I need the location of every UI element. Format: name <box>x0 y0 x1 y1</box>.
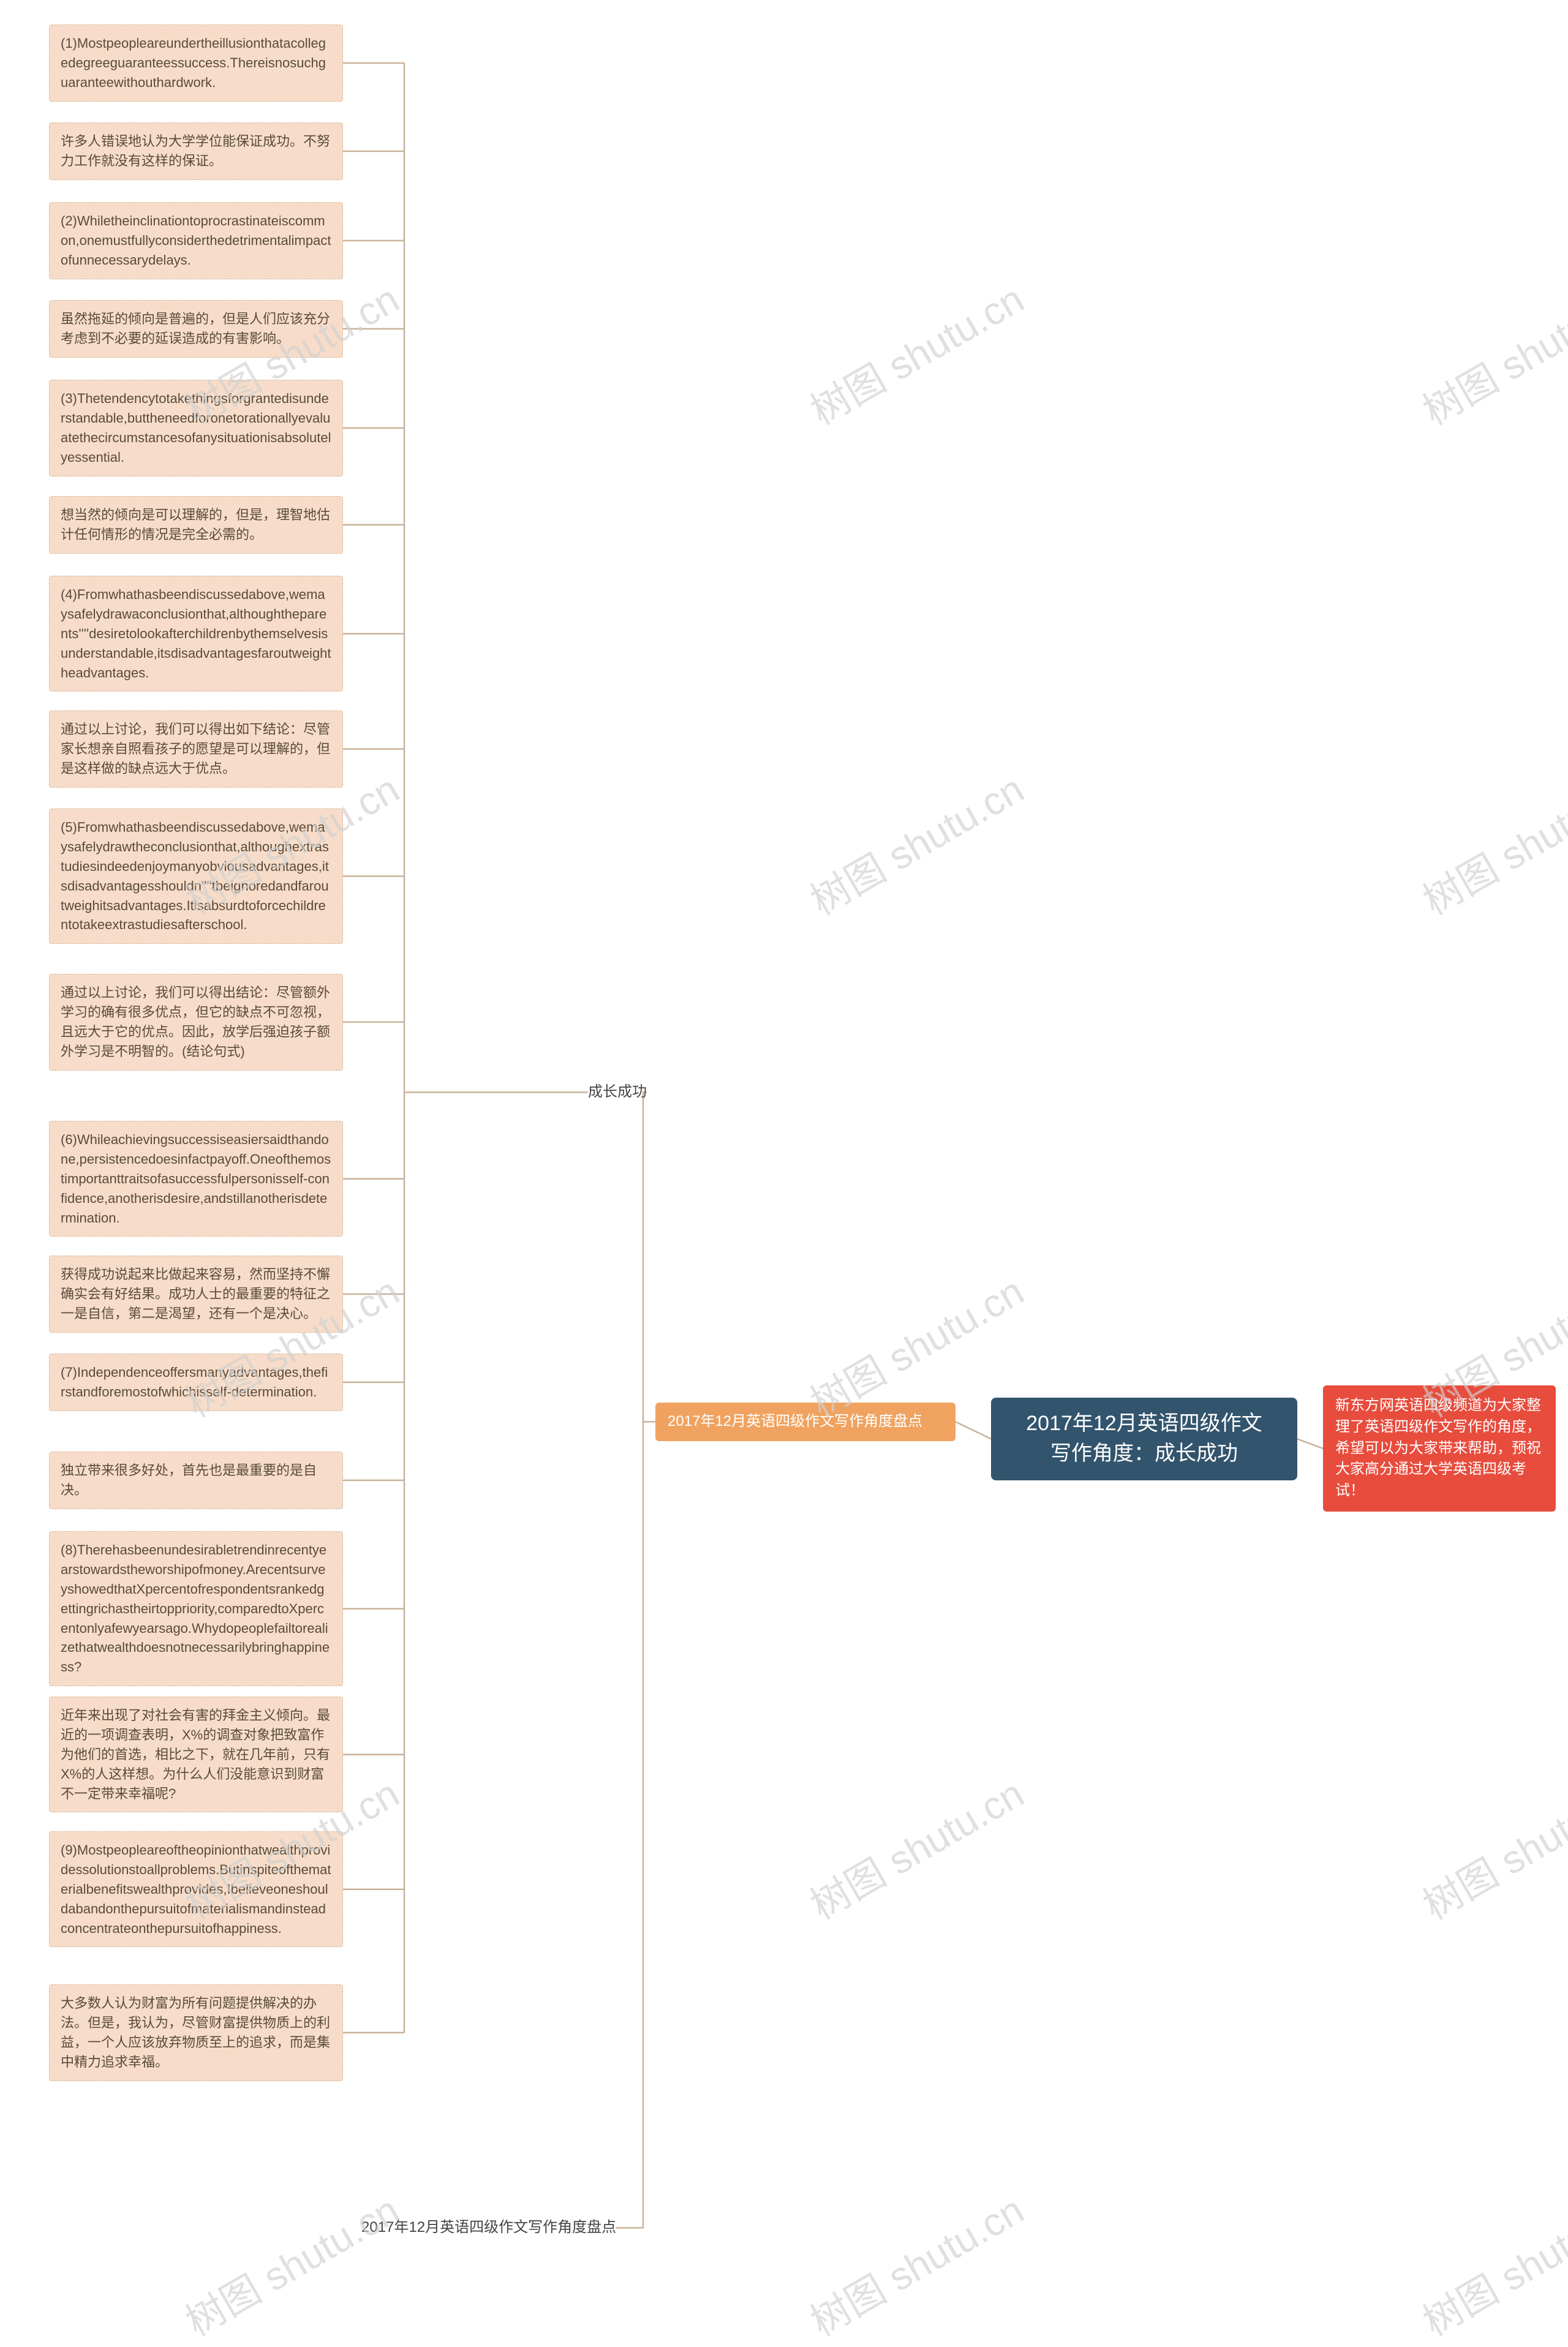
leaf-node-3[interactable]: (2)Whiletheinclinationtoprocrastinateisc… <box>49 202 343 279</box>
leaf-text-10: 通过以上讨论，我们可以得出结论：尽管额外学习的确有很多优点，但它的缺点不可忽视，… <box>61 985 330 1059</box>
watermark: 树图 shutu.cn <box>174 2179 408 2347</box>
watermark: 树图 shutu.cn <box>799 758 1033 926</box>
leaf-node-10[interactable]: 通过以上讨论，我们可以得出结论：尽管额外学习的确有很多优点，但它的缺点不可忽视，… <box>49 974 343 1071</box>
leaf-text-3: (2)Whiletheinclinationtoprocrastinateisc… <box>61 213 331 268</box>
leaf-text-8: 通过以上讨论，我们可以得出如下结论：尽管家长想亲自照看孩子的愿望是可以理解的，但… <box>61 721 330 776</box>
root-node[interactable]: 2017年12月英语四级作文 写作角度：成长成功 <box>991 1398 1297 1480</box>
mindmap-canvas: 2017年12月英语四级作文 写作角度：成长成功 新东方网英语四级频道为大家整理… <box>0 0 1568 2323</box>
leaf-node-5[interactable]: (3)Thetendencytotakethingsforgrantedisun… <box>49 380 343 477</box>
watermark: 树图 shutu.cn <box>1411 268 1568 436</box>
leaf-text-7: (4)Fromwhathasbeendiscussedabove,wemaysa… <box>61 587 331 680</box>
leaf-node-13[interactable]: (7)Independenceoffersmanyadvantages,thef… <box>49 1354 343 1411</box>
growth-success-label[interactable]: 成长成功 <box>588 1077 647 1108</box>
leaf-text-1: (1)Mostpeopleareundertheillusionthatacol… <box>61 36 326 90</box>
watermark: 树图 shutu.cn <box>1411 758 1568 926</box>
leaf-node-6[interactable]: 想当然的倾向是可以理解的，但是，理智地估计任何情形的情况是完全必需的。 <box>49 496 343 554</box>
watermark: 树图 shutu.cn <box>1411 2179 1568 2347</box>
leaf-text-18: 大多数人认为财富为所有问题提供解决的办法。但是，我认为，尽管财富提供物质上的利益… <box>61 1995 330 2070</box>
leaf-text-6: 想当然的倾向是可以理解的，但是，理智地估计任何情形的情况是完全必需的。 <box>61 507 330 542</box>
watermark: 树图 shutu.cn <box>1411 1763 1568 1931</box>
leaf-text-17: (9)Mostpeopleareoftheopinionthatwealthpr… <box>61 1842 331 1936</box>
leaf-node-18[interactable]: 大多数人认为财富为所有问题提供解决的办法。但是，我认为，尽管财富提供物质上的利益… <box>49 1984 343 2081</box>
leaf-node-14[interactable]: 独立带来很多好处，首先也是最重要的是自决。 <box>49 1452 343 1509</box>
leaf-text-12: 获得成功说起来比做起来容易，然而坚持不懈确实会有好结果。成功人士的最重要的特征之… <box>61 1267 330 1321</box>
leaf-node-8[interactable]: 通过以上讨论，我们可以得出如下结论：尽管家长想亲自照看孩子的愿望是可以理解的，但… <box>49 710 343 788</box>
watermark: 树图 shutu.cn <box>799 268 1033 436</box>
leaf-node-9[interactable]: (5)Fromwhathasbeendiscussedabove,wemaysa… <box>49 808 343 944</box>
leaf-node-12[interactable]: 获得成功说起来比做起来容易，然而坚持不懈确实会有好结果。成功人士的最重要的特征之… <box>49 1256 343 1333</box>
leaf-text-14: 独立带来很多好处，首先也是最重要的是自决。 <box>61 1463 317 1497</box>
leaf-node-7[interactable]: (4)Fromwhathasbeendiscussedabove,wemaysa… <box>49 576 343 691</box>
leaf-node-1[interactable]: (1)Mostpeopleareundertheillusionthatacol… <box>49 24 343 102</box>
leaf-text-2: 许多人错误地认为大学学位能保证成功。不努力工作就没有这样的保证。 <box>61 134 330 168</box>
leaf-text-4: 虽然拖延的倾向是普遍的，但是人们应该充分考虑到不必要的延误造成的有害影响。 <box>61 311 330 346</box>
leaf-node-2[interactable]: 许多人错误地认为大学学位能保证成功。不努力工作就没有这样的保证。 <box>49 122 343 180</box>
root-title-line1: 2017年12月英语四级作文 <box>1026 1412 1262 1435</box>
leaf-node-17[interactable]: (9)Mostpeopleareoftheopinionthatwealthpr… <box>49 1831 343 1947</box>
leaf-text-15: (8)Therehasbeenundesirabletrendinrecenty… <box>61 1542 330 1675</box>
description-text: 新东方网英语四级频道为大家整理了英语四级作文写作的角度，希望可以为大家带来帮助，… <box>1335 1397 1541 1499</box>
leaf-text-11: (6)Whileachievingsuccessiseasiersaidthan… <box>61 1132 331 1226</box>
watermark: 树图 shutu.cn <box>799 2179 1033 2347</box>
leaf-node-16[interactable]: 近年来出现了对社会有害的拜金主义倾向。最近的一项调查表明，X%的调查对象把致富作… <box>49 1697 343 1812</box>
subtitle-node[interactable]: 2017年12月英语四级作文写作角度盘点 <box>655 1403 956 1441</box>
leaf-text-9: (5)Fromwhathasbeendiscussedabove,wemaysa… <box>61 819 329 932</box>
leaf-text-16: 近年来出现了对社会有害的拜金主义倾向。最近的一项调查表明，X%的调查对象把致富作… <box>61 1708 330 1801</box>
leaf-text-13: (7)Independenceoffersmanyadvantages,thef… <box>61 1365 328 1400</box>
leaf-node-15[interactable]: (8)Therehasbeenundesirabletrendinrecenty… <box>49 1531 343 1686</box>
leaf-text-5: (3)Thetendencytotakethingsforgrantedisun… <box>61 391 331 465</box>
bottom-summary-label[interactable]: 2017年12月英语四级作文写作角度盘点 <box>361 2212 616 2243</box>
subtitle-text: 2017年12月英语四级作文写作角度盘点 <box>668 1413 922 1430</box>
bottom-summary-text: 2017年12月英语四级作文写作角度盘点 <box>361 2219 616 2236</box>
growth-success-text: 成长成功 <box>588 1083 647 1100</box>
description-node[interactable]: 新东方网英语四级频道为大家整理了英语四级作文写作的角度，希望可以为大家带来帮助，… <box>1323 1385 1556 1512</box>
watermark: 树图 shutu.cn <box>799 1763 1033 1931</box>
leaf-node-11[interactable]: (6)Whileachievingsuccessiseasiersaidthan… <box>49 1121 343 1237</box>
root-title-line2: 写作角度：成长成功 <box>1050 1442 1238 1465</box>
leaf-node-4[interactable]: 虽然拖延的倾向是普遍的，但是人们应该充分考虑到不必要的延误造成的有害影响。 <box>49 300 343 358</box>
